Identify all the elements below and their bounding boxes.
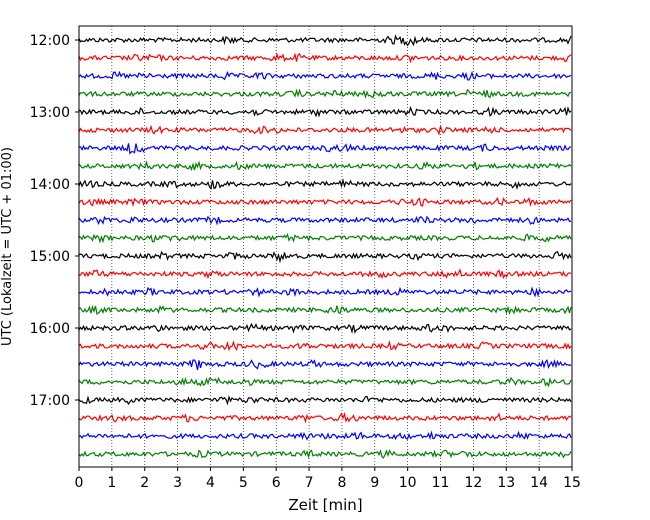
x-tick-label: 14: [530, 475, 548, 491]
x-tick-label: 12: [464, 475, 482, 491]
trace-line-4: [78, 105, 572, 118]
x-tick-label: 10: [399, 475, 417, 491]
x-axis-label: Zeit [min]: [288, 496, 362, 514]
trace-line-14: [78, 286, 572, 298]
trace-line-22: [78, 430, 572, 441]
trace-line-6: [78, 143, 572, 155]
trace-line-12: [78, 250, 572, 264]
trace-line-1: [78, 52, 572, 64]
trace-line-21: [78, 411, 572, 424]
x-tick-label: 11: [432, 475, 450, 491]
trace-line-11: [78, 232, 572, 244]
x-tick-label: 13: [497, 475, 515, 491]
y-tick-label: 17:00: [30, 393, 70, 409]
trace-line-13: [78, 268, 572, 280]
trace-group: [78, 34, 572, 459]
trace-line-9: [78, 196, 572, 208]
x-tick-label: 7: [305, 475, 314, 491]
x-tick-label: 0: [75, 475, 84, 491]
x-tick-label: 9: [370, 475, 379, 491]
y-tick-label: 12:00: [30, 33, 70, 49]
trace-line-5: [78, 124, 572, 136]
y-axis-label: UTC (Lokalzeit = UTC + 01:00): [0, 147, 15, 346]
x-tick-label: 3: [173, 475, 182, 491]
trace-line-7: [78, 160, 572, 172]
trace-line-19: [78, 376, 572, 388]
y-tick-label: 13:00: [30, 105, 70, 121]
trace-line-18: [78, 359, 572, 370]
trace-line-8: [78, 178, 572, 190]
x-tick-label: 8: [337, 475, 346, 491]
y-tick-label: 15:00: [30, 249, 70, 265]
x-tick-label: 4: [206, 475, 215, 491]
x-axis-ticks: 0 1 2 3 4 5 6 7 8 9 10 11 12 13 14 15: [75, 467, 581, 491]
x-tick-label: 6: [272, 475, 281, 491]
trace-line-23: [78, 449, 572, 459]
trace-line-2: [78, 70, 572, 81]
y-tick-label: 16:00: [30, 321, 70, 337]
trace-line-15: [78, 304, 572, 316]
trace-line-16: [78, 322, 572, 334]
x-tick-label: 15: [563, 475, 581, 491]
trace-line-20: [78, 395, 572, 406]
x-tick-label: 2: [140, 475, 149, 491]
trace-line-10: [78, 215, 572, 226]
y-axis-ticks: 12:00 13:00 14:00 15:00 16:00 17:00: [30, 33, 79, 409]
x-tick-label: 5: [239, 475, 248, 491]
trace-line-0: [78, 34, 572, 47]
plot-frame: [78, 25, 573, 468]
y-tick-label: 14:00: [30, 177, 70, 193]
x-tick-label: 1: [107, 475, 116, 491]
trace-line-17: [78, 340, 572, 352]
trace-line-3: [78, 88, 572, 100]
